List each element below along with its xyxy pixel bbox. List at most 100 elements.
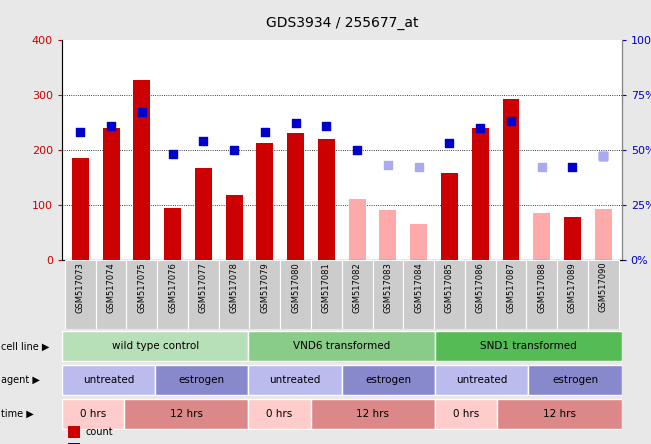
Point xyxy=(75,129,85,136)
Bar xyxy=(188,260,219,329)
Text: GSM517078: GSM517078 xyxy=(230,262,239,313)
Bar xyxy=(65,260,96,329)
Bar xyxy=(249,399,311,429)
Text: estrogen: estrogen xyxy=(179,375,225,385)
Text: untreated: untreated xyxy=(270,375,321,385)
Text: GSM517082: GSM517082 xyxy=(353,262,362,313)
Text: GDS3934 / 255677_at: GDS3934 / 255677_at xyxy=(266,16,418,30)
Bar xyxy=(441,174,458,260)
Bar xyxy=(557,260,588,329)
Text: cell line ▶: cell line ▶ xyxy=(1,341,49,351)
Bar xyxy=(349,199,366,260)
Bar xyxy=(410,224,427,260)
Bar xyxy=(533,213,550,260)
Bar xyxy=(96,260,126,329)
Text: GSM517075: GSM517075 xyxy=(137,262,146,313)
Point xyxy=(475,124,486,131)
Bar xyxy=(72,158,89,260)
Text: estrogen: estrogen xyxy=(552,375,598,385)
Bar xyxy=(124,399,249,429)
Bar xyxy=(157,260,188,329)
Bar xyxy=(342,260,372,329)
Text: time ▶: time ▶ xyxy=(1,409,34,419)
Text: GSM517080: GSM517080 xyxy=(291,262,300,313)
Point xyxy=(383,162,393,169)
Text: untreated: untreated xyxy=(83,375,134,385)
Bar xyxy=(380,210,396,260)
Text: 12 hrs: 12 hrs xyxy=(356,409,389,419)
Bar xyxy=(311,260,342,329)
Bar xyxy=(103,128,120,260)
Text: wild type control: wild type control xyxy=(111,341,199,351)
Bar xyxy=(195,168,212,260)
Text: 0 hrs: 0 hrs xyxy=(266,409,293,419)
Point xyxy=(290,120,301,127)
Bar xyxy=(465,260,495,329)
Point xyxy=(167,151,178,158)
Point xyxy=(444,140,454,147)
Bar xyxy=(226,195,243,260)
Bar xyxy=(497,399,622,429)
Point xyxy=(506,118,516,125)
Bar xyxy=(164,207,181,260)
Text: GSM517086: GSM517086 xyxy=(476,262,485,313)
Text: 12 hrs: 12 hrs xyxy=(543,409,576,419)
Text: GSM517084: GSM517084 xyxy=(414,262,423,313)
Text: GSM517090: GSM517090 xyxy=(599,262,608,313)
Bar xyxy=(62,399,124,429)
Bar xyxy=(126,260,157,329)
Point xyxy=(598,153,609,160)
Text: GSM517089: GSM517089 xyxy=(568,262,577,313)
Text: agent ▶: agent ▶ xyxy=(1,375,40,385)
Text: untreated: untreated xyxy=(456,375,507,385)
Text: 0 hrs: 0 hrs xyxy=(80,409,106,419)
Text: GSM517074: GSM517074 xyxy=(107,262,116,313)
Bar xyxy=(318,139,335,260)
Bar xyxy=(287,133,304,260)
Bar xyxy=(372,260,404,329)
Bar xyxy=(588,260,618,329)
Text: GSM517081: GSM517081 xyxy=(322,262,331,313)
Text: GSM517077: GSM517077 xyxy=(199,262,208,313)
Point xyxy=(260,129,270,136)
Point xyxy=(321,122,331,129)
Point xyxy=(598,153,609,160)
Bar xyxy=(472,128,489,260)
Bar xyxy=(280,260,311,329)
Point xyxy=(106,122,117,129)
Bar xyxy=(256,143,273,260)
Bar xyxy=(529,365,622,395)
Text: count: count xyxy=(85,427,113,437)
Bar xyxy=(219,260,249,329)
Bar xyxy=(249,365,342,395)
Bar xyxy=(503,99,519,260)
Bar xyxy=(311,399,435,429)
Bar xyxy=(249,331,435,361)
Text: VND6 transformed: VND6 transformed xyxy=(293,341,391,351)
Text: estrogen: estrogen xyxy=(365,375,411,385)
Bar xyxy=(435,331,622,361)
Point xyxy=(567,164,577,171)
Bar xyxy=(342,365,435,395)
Text: GSM517087: GSM517087 xyxy=(506,262,516,313)
Bar xyxy=(249,260,280,329)
Bar xyxy=(133,79,150,260)
Text: GSM517076: GSM517076 xyxy=(168,262,177,313)
Point xyxy=(536,164,547,171)
Bar xyxy=(564,217,581,260)
Point xyxy=(413,164,424,171)
Text: GSM517085: GSM517085 xyxy=(445,262,454,313)
Point xyxy=(137,109,147,116)
Bar xyxy=(155,365,249,395)
Text: SND1 transformed: SND1 transformed xyxy=(480,341,577,351)
Bar xyxy=(62,365,155,395)
Point xyxy=(229,147,240,154)
Text: 0 hrs: 0 hrs xyxy=(453,409,479,419)
Point xyxy=(198,138,208,145)
Point xyxy=(352,147,363,154)
Text: GSM517083: GSM517083 xyxy=(383,262,393,313)
Bar xyxy=(404,260,434,329)
Text: GSM517088: GSM517088 xyxy=(537,262,546,313)
Bar xyxy=(62,331,249,361)
Text: GSM517079: GSM517079 xyxy=(260,262,270,313)
